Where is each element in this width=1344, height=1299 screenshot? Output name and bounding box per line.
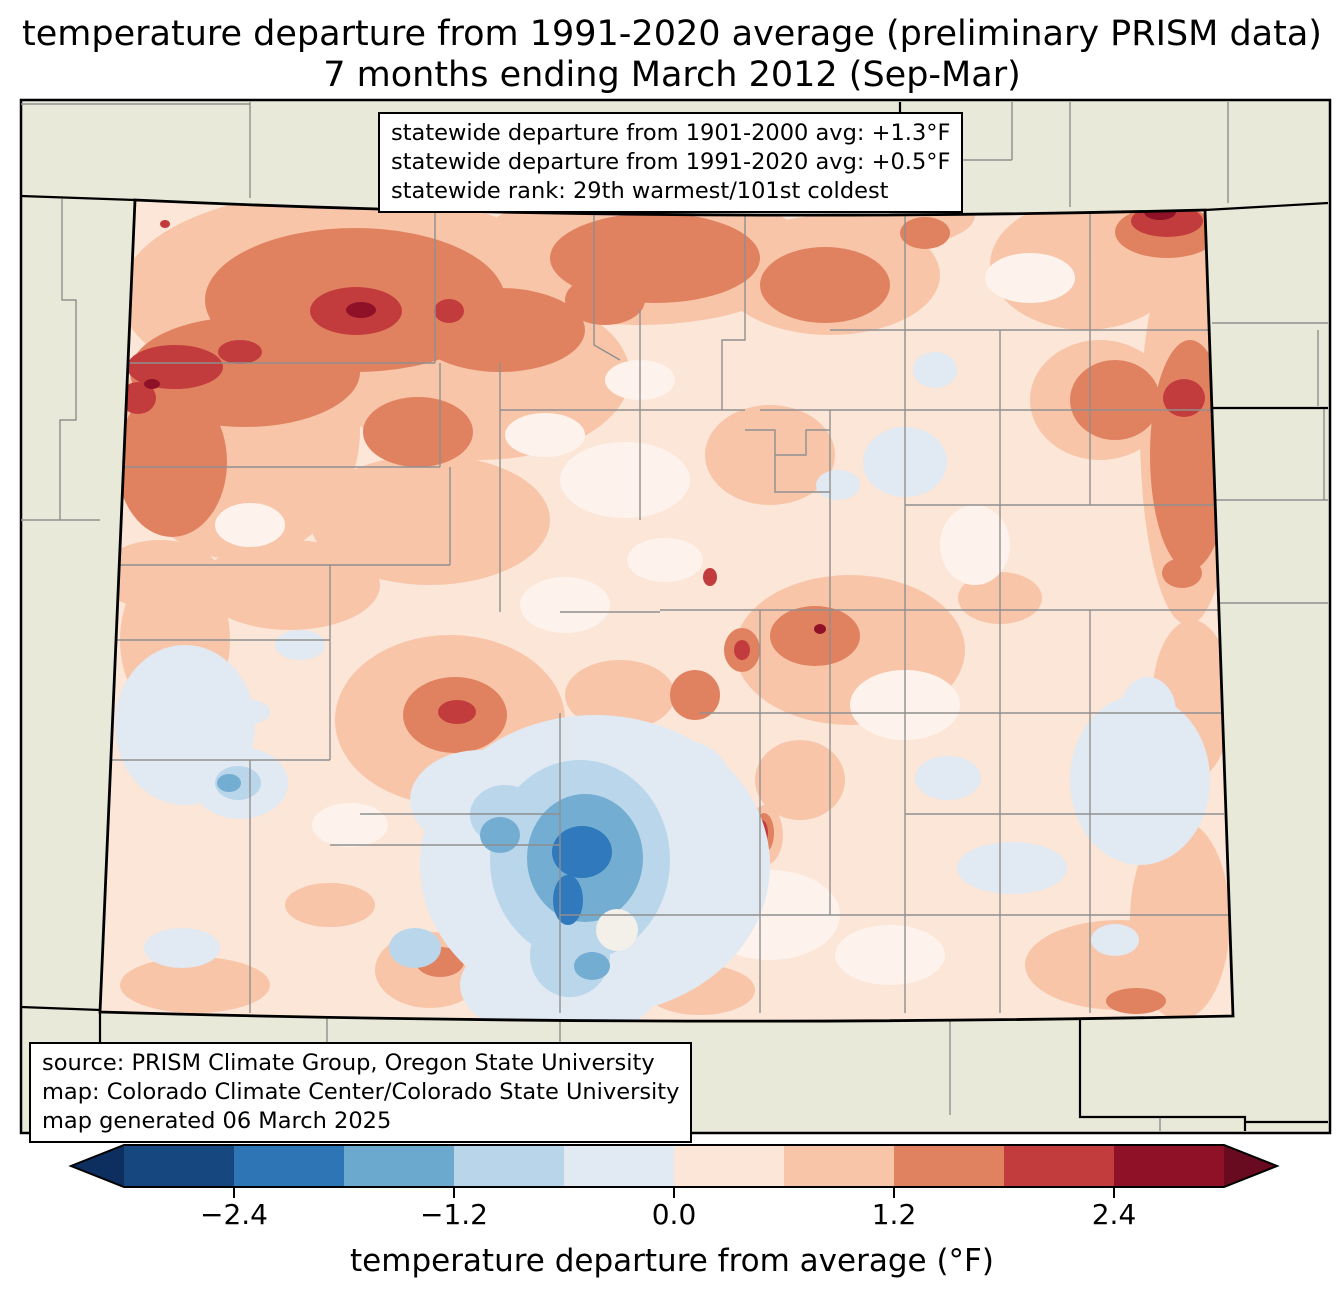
source-credit-box: source: PRISM Climate Group, Oregon Stat… — [29, 1042, 693, 1143]
colorbar-segment — [234, 1145, 345, 1187]
anomaly-contours — [100, 200, 1233, 1022]
title-line-2: 7 months ending March 2012 (Sep-Mar) — [323, 55, 1021, 95]
colorbar-tick-label: 1.2 — [871, 1198, 917, 1231]
stats-line-2: statewide departure from 1991-2020 avg: … — [391, 149, 951, 175]
colorbar-tick-mark — [233, 1186, 235, 1198]
colorbar-segment — [454, 1145, 565, 1187]
colorbar-tick-mark — [453, 1186, 455, 1198]
figure-title: temperature departure from 1991-2020 ave… — [0, 14, 1344, 96]
colorbar-scale — [68, 1144, 1280, 1188]
colorbar-segment — [344, 1145, 455, 1187]
colorbar-segment — [1004, 1145, 1115, 1187]
colorbar-tick-mark — [893, 1186, 895, 1198]
title-line-1: temperature departure from 1991-2020 ave… — [22, 14, 1322, 54]
colorbar-tick-mark — [673, 1186, 675, 1198]
colorbar-segment — [894, 1145, 1005, 1187]
source-line-2: map: Colorado Climate Center/Colorado St… — [42, 1079, 680, 1105]
colorbar-segment — [784, 1145, 895, 1187]
colorbar-segment — [1224, 1145, 1277, 1187]
stats-line-1: statewide departure from 1901-2000 avg: … — [391, 120, 951, 146]
contour-near-zero — [215, 253, 1075, 985]
colorbar-tick-label: 2.4 — [1091, 1198, 1137, 1231]
statewide-stats-box: statewide departure from 1901-2000 avg: … — [378, 112, 964, 213]
colorbar-tick-label: 0.0 — [651, 1198, 697, 1231]
contour-warm-3 — [120, 205, 1205, 846]
colorbar-segment — [564, 1145, 675, 1187]
colorbar-tick-label: −1.2 — [420, 1198, 488, 1231]
colorbar-segment — [68, 1144, 1280, 1188]
colorbar-tick-label: −2.4 — [200, 1198, 268, 1231]
colorbar-segment — [71, 1145, 124, 1187]
colorbar-tick-mark — [1113, 1186, 1115, 1198]
contour-light-hole — [596, 909, 638, 951]
source-line-1: source: PRISM Climate Group, Oregon Stat… — [42, 1050, 655, 1076]
colorbar: −2.4 −1.2 0.0 1.2 2.4 temperature departure … — [0, 1140, 1344, 1299]
colorbar-segment — [674, 1145, 785, 1187]
colorbar-axis-label: temperature departure from average (°F) — [350, 1243, 994, 1279]
colorbar-segment — [1114, 1145, 1225, 1187]
colorado-county-lines — [100, 207, 1228, 1013]
stats-line-3: statewide rank: 29th warmest/101st colde… — [391, 178, 889, 204]
source-line-3: map generated 06 March 2025 — [42, 1108, 392, 1134]
colorbar-segment — [124, 1145, 235, 1187]
